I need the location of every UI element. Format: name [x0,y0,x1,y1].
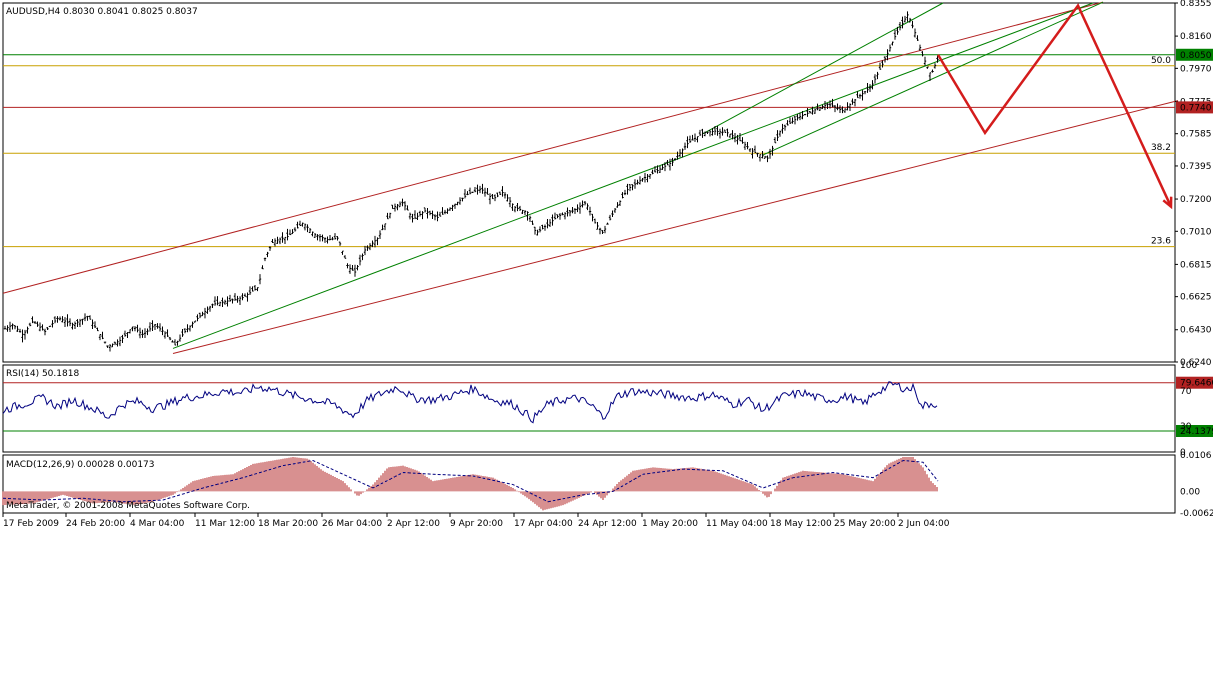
rsi-y-tick-label: 100 [1180,361,1197,371]
fib-level-label: 23.6 [1151,237,1171,247]
main-panel-frame [2,2,1176,363]
x-tick-label: 4 Mar 04:00 [130,519,185,529]
macd-title: MACD(12,26,9) 0.00028 0.00173 [6,460,155,470]
y-tick-label: 0.8160 [1180,32,1212,42]
x-tick-label: 25 May 20:00 [834,519,896,529]
trend-channel-line [172,2,1094,349]
forecast-arrow-path [936,3,1173,208]
y-tick-label: 0.7200 [1180,195,1212,205]
fib-level-label: 50.0 [1151,56,1171,66]
x-tick-label: 11 May 04:00 [706,519,768,529]
x-tick-label: 2 Jun 04:00 [898,519,950,529]
x-tick-label: 9 Apr 20:00 [450,519,503,529]
chart-header: AUDUSD,H4 0.8030 0.8041 0.8025 0.8037 [6,7,198,17]
x-tick-label: 26 Mar 04:00 [322,519,382,529]
x-tick-label: 24 Feb 20:00 [66,519,125,529]
forecast-arrow-head [1162,196,1173,210]
macd-signal-line [2,459,939,503]
y-tick-label: 0.6815 [1180,260,1212,270]
price-level-badge [1176,48,1213,61]
y-tick-label: 0.6430 [1180,326,1212,336]
rsi-layer [2,381,1175,432]
y-tick-label: 0.8355 [1180,0,1212,9]
macd-panel-frame [2,454,1176,514]
price-level-badge-label: 0.7740 [1180,103,1212,113]
x-tick-label: 17 Apr 04:00 [514,519,573,529]
x-tick-label: 11 Mar 12:00 [195,519,255,529]
rsi-line [2,381,938,424]
rsi-level-badge [1176,425,1213,438]
x-tick-label: 17 Feb 2009 [3,519,59,529]
x-tick-label: 2 Apr 12:00 [387,519,440,529]
y-tick-label: 0.6625 [1180,293,1212,303]
macd-y-tick-label: 0.00 [1180,487,1200,497]
rsi-y-tick-label: 0 [1180,448,1186,458]
rsi-y-tick-label: 70 [1180,387,1192,397]
y-tick-label: 0.7970 [1180,64,1212,74]
macd-y-tick-label: 0.0106 [1180,451,1212,461]
price-level-badge-label: 0.8050 [1180,51,1212,61]
main-price-layer: 50.0 38.2 23.6 [2,1,1179,354]
y-tick-label: 0.7010 [1180,227,1212,237]
x-tick-label: 18 Mar 20:00 [258,519,318,529]
x-tick-label: 1 May 20:00 [642,519,698,529]
x-tick-label: 18 May 12:00 [770,519,832,529]
macd-layer [2,457,939,511]
rsi-panel-frame [2,364,1176,453]
fib-level-label: 38.2 [1151,143,1171,153]
y-tick-label: 0.6240 [1180,358,1212,368]
rsi-y-tick-label: 30 [1180,422,1192,432]
macd-y-tick-label: -0.00628 [1180,509,1213,519]
rsi-level-badge-label: 79.6460 [1180,379,1213,389]
price-level-badge [1176,101,1213,114]
rsi-level-badge-label: 24.1379 [1180,427,1213,437]
rsi-title: RSI(14) 50.1818 [6,369,79,379]
x-tick-label: 24 Apr 12:00 [578,519,637,529]
y-tick-label: 0.7585 [1180,130,1212,140]
trend-channel-line [762,1,1104,156]
footer-copyright: MetaTrader, © 2001-2008 MetaQuotes Softw… [6,501,250,511]
rsi-level-badge [1176,376,1213,389]
y-tick-label: 0.7395 [1180,162,1212,172]
axis-layer: 0.83550.81600.79700.77750.75850.73950.72… [2,0,1213,529]
trend-channel-line [172,100,1179,354]
